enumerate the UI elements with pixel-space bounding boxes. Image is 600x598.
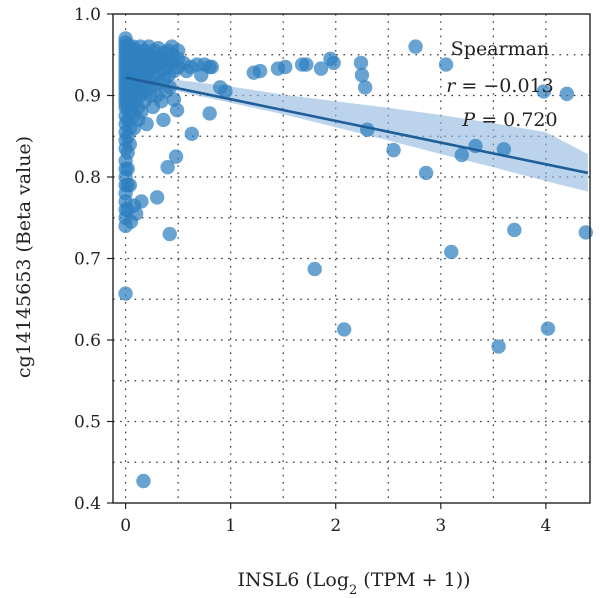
data-point bbox=[184, 126, 199, 142]
data-point bbox=[559, 86, 575, 102]
data-point bbox=[160, 160, 175, 175]
data-point bbox=[326, 55, 341, 71]
x-axis-title-tail: (TPM + 1)) bbox=[357, 569, 470, 591]
y-tick-label: 0.5 bbox=[74, 413, 101, 433]
data-point bbox=[491, 339, 506, 354]
data-point bbox=[357, 80, 373, 95]
data-point bbox=[438, 57, 454, 72]
data-point bbox=[313, 61, 329, 76]
x-axis-title-subscript: 2 bbox=[349, 583, 357, 598]
data-points bbox=[118, 31, 593, 489]
data-point bbox=[122, 137, 138, 152]
y-tick-label: 0.6 bbox=[74, 331, 101, 351]
data-point bbox=[507, 222, 522, 238]
axis-ticks: 0 1 2 3 4 0.4 0.5 0.6 0.7 0.8 0.9 1.0 bbox=[74, 5, 551, 536]
data-point bbox=[386, 142, 401, 158]
data-point bbox=[336, 322, 352, 337]
data-point bbox=[162, 226, 177, 242]
data-point bbox=[120, 161, 135, 177]
data-point bbox=[128, 206, 144, 221]
annotation-p: P = 0.720 bbox=[461, 109, 557, 131]
data-point bbox=[454, 147, 470, 163]
data-point bbox=[278, 59, 293, 75]
data-point bbox=[156, 112, 171, 128]
y-tick-label: 0.7 bbox=[74, 250, 101, 270]
data-point bbox=[307, 261, 322, 277]
data-point bbox=[578, 225, 593, 240]
x-axis-title-main: INSL6 (Log bbox=[237, 569, 349, 591]
y-tick-label: 0.8 bbox=[74, 168, 101, 188]
data-point bbox=[149, 190, 165, 205]
regression-line bbox=[125, 76, 589, 175]
data-point bbox=[496, 142, 512, 157]
x-tick-label: 1 bbox=[225, 516, 236, 536]
data-point bbox=[354, 67, 370, 83]
annotation-p-value: = 0.720 bbox=[475, 109, 557, 131]
x-axis-title: INSL6 (Log2 (TPM + 1)) bbox=[237, 569, 470, 598]
data-point bbox=[299, 57, 314, 72]
data-point bbox=[408, 39, 423, 54]
annotation-title: Spearman bbox=[451, 38, 549, 60]
annotation-r: r = −0.013 bbox=[446, 75, 553, 97]
data-point bbox=[118, 286, 133, 301]
regression-line-layer bbox=[125, 76, 589, 175]
y-axis-title: cg14145653 (Beta value) bbox=[13, 136, 35, 378]
y-tick-label: 0.4 bbox=[74, 494, 101, 514]
data-point bbox=[418, 165, 434, 181]
data-point bbox=[353, 55, 369, 71]
data-point bbox=[204, 59, 219, 75]
annotation-box: Spearman r = −0.013 P = 0.720 bbox=[446, 38, 557, 131]
data-point bbox=[134, 194, 149, 209]
data-point bbox=[202, 106, 217, 121]
data-point bbox=[122, 177, 138, 193]
data-point bbox=[252, 63, 268, 79]
data-point bbox=[540, 321, 556, 336]
data-point bbox=[168, 149, 184, 164]
data-point bbox=[536, 84, 551, 99]
annotation-r-label: r bbox=[446, 75, 457, 97]
data-point bbox=[136, 473, 151, 489]
data-point bbox=[218, 84, 233, 99]
annotation-r-value: = −0.013 bbox=[455, 75, 553, 97]
annotation-p-label: P bbox=[461, 109, 476, 131]
x-tick-label: 4 bbox=[540, 516, 551, 536]
y-tick-label: 1.0 bbox=[74, 5, 101, 25]
data-point bbox=[444, 244, 459, 260]
data-point bbox=[139, 116, 154, 132]
x-tick-label: 2 bbox=[330, 516, 341, 536]
data-point bbox=[169, 102, 185, 118]
x-tick-label: 0 bbox=[120, 516, 131, 536]
y-tick-label: 0.9 bbox=[74, 87, 101, 107]
x-tick-label: 3 bbox=[435, 516, 446, 536]
